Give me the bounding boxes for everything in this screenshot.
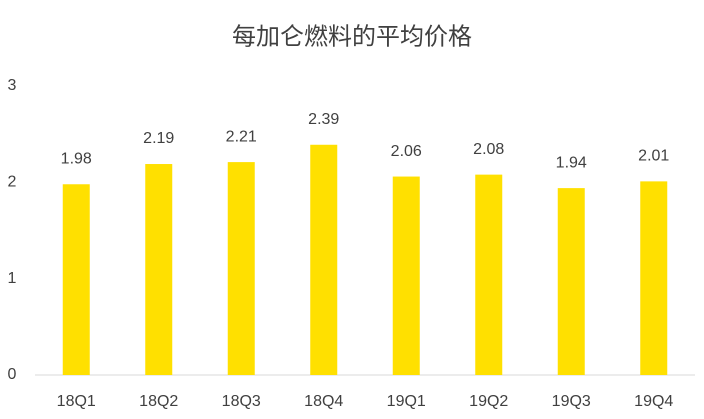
- x-tick-label: 19Q1: [387, 393, 426, 410]
- data-label: 2.08: [473, 141, 504, 158]
- x-tick-label: 18Q3: [222, 393, 261, 410]
- bar: [62, 184, 90, 375]
- bar: [310, 144, 338, 375]
- x-tick-label: 18Q4: [304, 393, 343, 410]
- x-tick-label: 18Q2: [139, 393, 178, 410]
- chart-title: 每加仑燃料的平均价格: [232, 23, 472, 50]
- bar: [475, 174, 503, 375]
- x-tick-label: 19Q3: [552, 393, 591, 410]
- bar: [145, 164, 173, 375]
- x-tick-label: 18Q1: [57, 393, 96, 410]
- y-tick-label: 1: [8, 270, 17, 287]
- y-tick-label: 0: [8, 366, 17, 383]
- data-label: 1.94: [556, 154, 587, 171]
- bar: [392, 176, 420, 375]
- data-label: 2.01: [638, 148, 669, 165]
- data-label: 2.06: [391, 143, 422, 160]
- y-tick-label: 3: [8, 77, 17, 94]
- bar: [557, 188, 585, 375]
- y-tick-label: 2: [8, 174, 17, 191]
- bar: [640, 181, 668, 375]
- data-label: 2.21: [226, 128, 257, 145]
- x-tick-label: 19Q2: [469, 393, 508, 410]
- bar: [227, 162, 255, 375]
- x-tick-label: 19Q4: [634, 393, 673, 410]
- data-label: 1.98: [61, 150, 92, 167]
- data-label: 2.19: [143, 130, 174, 147]
- data-label: 2.39: [308, 111, 339, 128]
